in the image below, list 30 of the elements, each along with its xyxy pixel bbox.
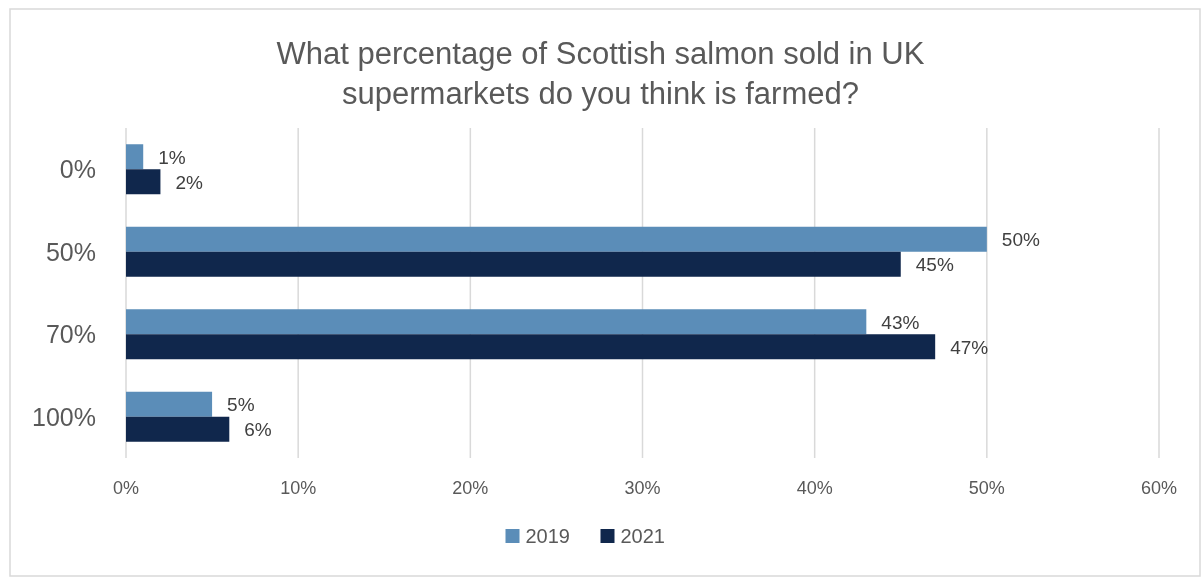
bar (126, 169, 161, 195)
x-tick-label: 10% (280, 478, 317, 498)
data-label: 2% (175, 171, 203, 193)
legend-label: 2019 (525, 525, 570, 547)
x-tick-label: 40% (796, 478, 833, 498)
x-tick-label: 30% (624, 478, 661, 498)
x-tick-label: 0% (112, 478, 140, 498)
y-tick-label: 0% (59, 155, 96, 184)
bar (126, 144, 144, 170)
bar (126, 334, 936, 360)
bar (126, 251, 901, 277)
bar (126, 309, 867, 335)
y-tick-label: 50% (45, 237, 96, 266)
data-label: 5% (227, 394, 255, 416)
data-label: 45% (915, 254, 954, 276)
x-tick-label: 20% (452, 478, 489, 498)
data-label: 6% (244, 419, 272, 441)
bar (126, 226, 987, 252)
bar (126, 416, 230, 442)
y-tick-label: 100% (32, 402, 96, 431)
legend-label: 2021 (620, 525, 665, 547)
data-label: 1% (158, 146, 186, 168)
y-tick-label: 70% (45, 320, 96, 349)
data-label: 47% (950, 336, 989, 358)
bar (126, 391, 213, 417)
x-tick-label: 60% (1140, 478, 1178, 498)
x-tick-label: 50% (968, 478, 1005, 498)
data-label: 43% (881, 311, 920, 333)
chart-title: What percentage of Scottish salmon sold in UK supermarkets do you think is farmed? (276, 36, 925, 111)
data-label: 50% (1001, 229, 1040, 251)
